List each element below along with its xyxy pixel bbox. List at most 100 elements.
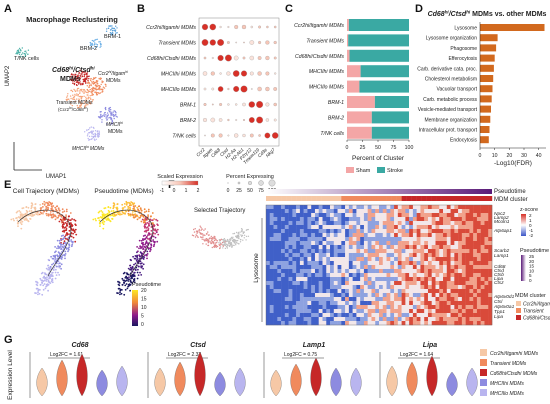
pseudotime-cell [134,205,137,207]
pseudotime-cell [133,271,136,274]
ptime-tick: 20 [529,259,535,264]
violin-shape [290,363,302,397]
label-brm1: BRM-1 [104,34,121,40]
c-tick: 0 [346,145,349,151]
ptime-tick: 10 [529,268,535,273]
dotplot-dot [265,40,270,45]
pseudotime-cell [104,207,107,209]
c-row-label: MHCIIhi MDMs [309,69,345,75]
dotplot-dot [241,24,247,30]
dotplot-gene-label: Itgam [202,147,214,159]
trajectory-cell [51,271,54,274]
pseudotime-cell [134,262,137,265]
trajectory-cell [58,215,60,217]
umap-point [84,77,86,80]
trajectory-cell [47,264,50,267]
pt-legend-title: Pseudotime [132,282,161,288]
pseudotime-cell [99,225,101,228]
trajectory-cell [49,265,52,268]
zscore-bar [521,214,526,236]
trajectory-cell [56,265,58,268]
umap-point [79,106,81,108]
violin-lfc: Log2FC = 0.75 [284,352,317,358]
umap-xlabel: UMAP1 [46,174,67,180]
pseudotime-cell [141,262,143,264]
dotplot-dot [210,117,216,123]
trajectory-cell [43,277,46,279]
pseudotime-cell [157,233,160,236]
dotplot-dot [273,118,277,122]
trajectory-cell [71,243,74,246]
dotplot-dot [210,71,215,76]
umap-point [83,75,86,78]
pseudotime-cell [127,207,130,210]
pseudotime-cell [139,255,141,258]
umap-point [91,91,94,93]
mini-cell [198,231,200,233]
d-bar [480,44,497,52]
mini-cell [236,236,238,238]
heatmap-gene-label: Ctsd [494,268,504,274]
pseudotime-cell [149,248,152,251]
d-term-label: Efferocytosis [448,56,477,62]
umap-point [85,82,87,84]
umap-point [82,91,84,93]
umap-point [113,110,115,112]
dotplot-dot [265,71,270,76]
mini-cell [202,236,204,239]
umap-point [100,77,102,80]
pseudotime-cell [128,202,131,205]
trajectory-cell [54,218,57,221]
dotplot-dot [266,25,269,29]
umap-point [93,82,96,85]
trajectory-cell [60,258,63,260]
umap-point [114,114,116,117]
umap-point [71,90,74,93]
umap-point [73,82,76,85]
heatmap-gene-label: Lamp1 [494,253,509,259]
trajectory-cell [34,211,37,214]
umap-point [24,54,27,57]
trajectory-cell [75,233,78,236]
d-term-label: Lysosome organization [426,36,477,42]
pseudotime-cell [143,238,146,241]
legend-expr-title: Scaled Expression [157,174,203,180]
umap-point [107,114,110,116]
trajectory-cell [42,213,44,215]
umap-point [74,93,76,96]
trajectory-cell [64,250,67,253]
umap-point [67,93,69,95]
mini-cell [211,240,213,242]
heatmap-gene-label: Cd68 [494,264,506,270]
pseudotime-cell [130,204,133,207]
umap-point [79,77,82,80]
trajectory-cell [57,271,59,274]
trajectory-cell [54,214,56,217]
umap-point [101,121,103,123]
dotplot-dot [235,103,238,106]
c-legend: Sham Stroke [346,167,403,174]
umap-point [85,91,87,94]
umap-point [108,25,110,27]
trajectory-cell [20,219,22,222]
label-mhcii-hi: MHCIIhi [106,121,123,128]
bar-stroke [349,49,409,62]
mini-cell [238,237,240,239]
trajectory-cell [52,255,55,257]
dotplot-dot [209,39,216,46]
mini-cell [242,232,244,235]
trajectory-cell [63,240,66,243]
umap-point [106,123,108,125]
d-bar [480,64,494,72]
pseudotime-cell [118,287,121,290]
umap-point [90,126,93,128]
pseudotime-bar [266,189,492,194]
mini-cell [238,236,240,238]
trajectory-cell [12,218,15,220]
pseudotime-cell [150,229,153,232]
trajectory-cell [56,217,58,219]
pseudotime-cell [140,266,143,269]
umap-point [113,115,115,118]
mini-cell [235,231,238,234]
mini-cell [242,239,244,241]
